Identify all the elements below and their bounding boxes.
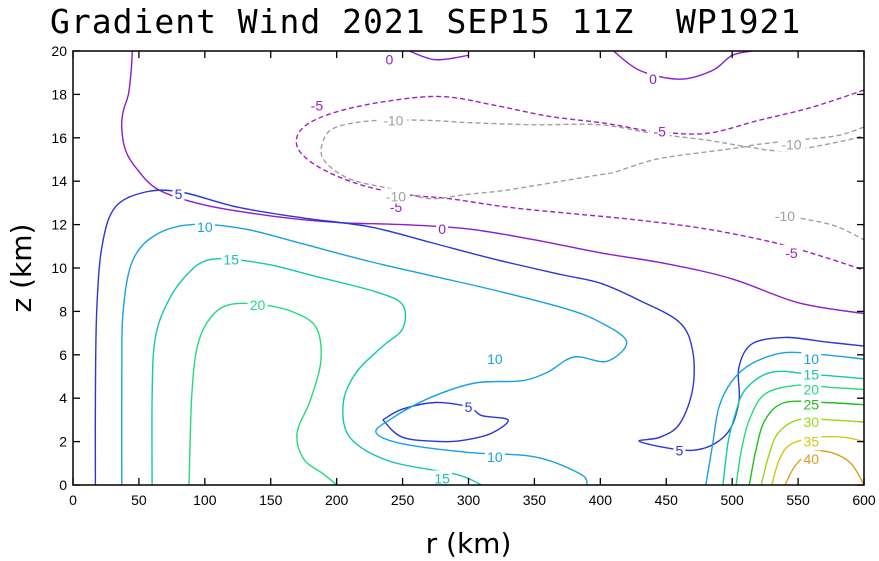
contour-label-background bbox=[770, 207, 799, 223]
x-tick-label: 0 bbox=[69, 492, 77, 508]
contour-line-level-25 bbox=[748, 400, 864, 485]
contour-label: 40 bbox=[803, 451, 819, 467]
x-tick-label: 350 bbox=[523, 492, 547, 508]
contour-label-background bbox=[777, 136, 806, 152]
x-tick-label: 50 bbox=[131, 492, 147, 508]
x-axis-title: r (km) bbox=[426, 527, 512, 560]
contour-label: 0 bbox=[386, 52, 394, 68]
x-tick-label: 450 bbox=[655, 492, 679, 508]
contour-label: 5 bbox=[676, 442, 684, 458]
contour-line-level-20 bbox=[735, 384, 864, 485]
contour-label: -10 bbox=[775, 208, 795, 224]
x-tick-label: 200 bbox=[325, 492, 349, 508]
contour-label: 10 bbox=[487, 351, 503, 367]
contour-label: 10 bbox=[487, 449, 503, 465]
y-axis-title: z (km) bbox=[5, 224, 38, 313]
contour-label-background bbox=[801, 450, 822, 466]
y-tick-label: 10 bbox=[51, 260, 67, 276]
x-tick-label: 550 bbox=[786, 492, 810, 508]
contour-label-background bbox=[801, 414, 822, 430]
contour-line-level-5 bbox=[94, 189, 864, 485]
contour-label: -5 bbox=[311, 97, 324, 113]
y-tick-label: 14 bbox=[51, 173, 67, 189]
contour-line-level-0 bbox=[613, 51, 753, 80]
contour-label-background bbox=[381, 188, 410, 204]
contour-label: 0 bbox=[649, 71, 657, 87]
contour-label-background bbox=[172, 186, 185, 202]
contour-label: -5 bbox=[653, 123, 666, 139]
contour-label-background bbox=[379, 112, 408, 128]
y-tick-label: 12 bbox=[51, 217, 67, 233]
contour-label-background bbox=[462, 398, 475, 414]
contour-label: -5 bbox=[785, 245, 798, 261]
contour-label-background bbox=[801, 351, 822, 367]
contour-label: 0 bbox=[438, 221, 446, 237]
contour-label-background bbox=[649, 123, 670, 139]
contour-line-level--10 bbox=[320, 119, 864, 200]
contour-label: -10 bbox=[386, 188, 406, 204]
contour-label-background bbox=[673, 442, 686, 458]
contour-label: 30 bbox=[803, 414, 819, 430]
chart-title: Gradient Wind 2021 SEP15 11Z WP1921 bbox=[50, 2, 802, 41]
contour-label: 5 bbox=[465, 399, 473, 415]
contour-label: 10 bbox=[197, 219, 213, 235]
x-tick-label: 500 bbox=[720, 492, 744, 508]
y-tick-label: 6 bbox=[59, 347, 67, 363]
contour-line-level-40 bbox=[784, 450, 864, 485]
contour-label-background bbox=[647, 71, 660, 87]
y-tick-label: 2 bbox=[59, 434, 67, 450]
contour-label-background bbox=[801, 381, 822, 397]
contour-label-background bbox=[801, 433, 822, 449]
contour-label-background bbox=[781, 244, 802, 260]
contour-line-level-0 bbox=[408, 51, 469, 61]
contour-layer bbox=[94, 51, 864, 485]
contour-label-layer: 000-5-5-5-5-10-10-10-1055510101010151515… bbox=[172, 51, 822, 486]
contour-label-background bbox=[484, 351, 505, 367]
contour-label: 35 bbox=[803, 434, 819, 450]
y-tick-label: 18 bbox=[51, 86, 67, 102]
contour-label: -10 bbox=[383, 112, 403, 128]
contour-label-background bbox=[484, 448, 505, 464]
contour-label-background bbox=[383, 51, 396, 67]
contour-line-level-0 bbox=[120, 51, 864, 315]
contour-label-background bbox=[221, 251, 242, 267]
x-tick-label: 100 bbox=[193, 492, 217, 508]
contour-line-level-20 bbox=[188, 302, 338, 485]
contour-label-background bbox=[801, 396, 822, 412]
x-tick-label: 400 bbox=[589, 492, 613, 508]
contour-label: 10 bbox=[803, 351, 819, 367]
contour-label-background bbox=[194, 218, 215, 234]
contour-line-level-15 bbox=[151, 257, 482, 485]
contour-label: 15 bbox=[223, 251, 239, 267]
y-tick-label: 0 bbox=[59, 477, 67, 493]
x-tick-label: 250 bbox=[391, 492, 415, 508]
x-tick-label: 600 bbox=[852, 492, 876, 508]
x-tick-label: 300 bbox=[457, 492, 481, 508]
contour-label: 15 bbox=[434, 470, 450, 486]
contour-label: 20 bbox=[250, 297, 266, 313]
contour-label: 5 bbox=[175, 186, 183, 202]
contour-label-background bbox=[432, 470, 453, 486]
y-tick-label: 20 bbox=[51, 43, 67, 59]
plot-frame bbox=[72, 50, 865, 486]
x-tick-label: 150 bbox=[259, 492, 283, 508]
contour-label: -10 bbox=[781, 136, 801, 152]
contour-label: 20 bbox=[803, 382, 819, 398]
contour-label: 25 bbox=[803, 397, 819, 413]
y-tick-label: 4 bbox=[59, 390, 67, 406]
contour-label: 15 bbox=[803, 366, 819, 382]
contour-line-level-5 bbox=[382, 401, 509, 443]
contour-line-level-30 bbox=[760, 418, 864, 485]
y-tick-label: 8 bbox=[59, 303, 67, 319]
y-tick-label: 16 bbox=[51, 130, 67, 146]
contour-line-level-10 bbox=[121, 223, 628, 485]
tick-layer: 0 50 100 150 200 250 300 350 400 450 500 550 6000246… bbox=[51, 43, 875, 508]
contour-label-background bbox=[801, 366, 822, 382]
contour-label-background bbox=[306, 97, 327, 113]
contour-label-background bbox=[436, 220, 449, 236]
contour-label-background bbox=[247, 296, 268, 312]
